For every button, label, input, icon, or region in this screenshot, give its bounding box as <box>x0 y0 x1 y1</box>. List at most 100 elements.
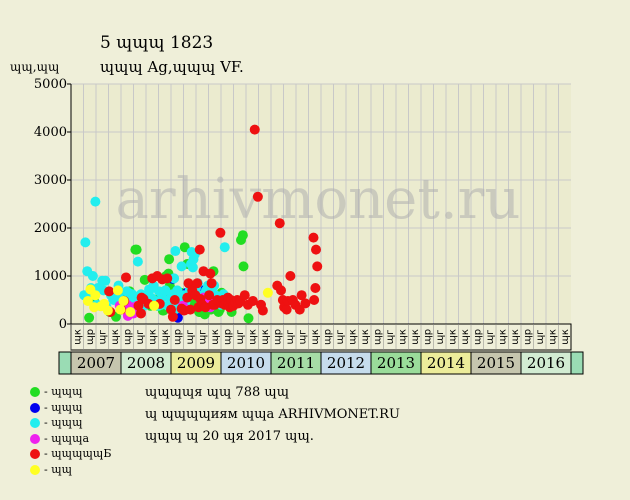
year-cell-edge <box>58 351 72 375</box>
data-point <box>312 261 323 272</box>
quarter-label: ɰк <box>460 329 471 345</box>
legend-swatch <box>30 433 40 444</box>
y-tick-label: 0 <box>59 317 67 332</box>
data-point <box>247 295 258 306</box>
quarter-label: ɰк <box>260 329 271 345</box>
data-point <box>296 290 307 301</box>
legend-item: - ɰɰɰ <box>30 415 111 431</box>
legend-item: - ɰɰɰ <box>30 400 111 416</box>
data-point <box>219 242 230 253</box>
quarter-label: ɰг <box>135 330 146 345</box>
data-point <box>167 311 178 322</box>
data-point <box>162 273 173 284</box>
data-point <box>300 298 311 309</box>
data-point <box>262 287 273 298</box>
data-point <box>200 302 211 313</box>
legend-label: - ɰɰɰɰɰБ <box>44 447 112 460</box>
y-tick-label: 4000 <box>34 125 67 140</box>
year-label: 2009 <box>177 354 215 372</box>
quarter-label: ɰк <box>72 329 83 345</box>
data-point <box>84 312 95 323</box>
y-tick-label: 1000 <box>34 269 67 284</box>
year-label: 2007 <box>77 354 115 372</box>
chart-subtitle: ɰɰɰ Ag,ɰɰɰ VF. <box>100 58 244 76</box>
quarter-label: ɰк <box>510 329 521 345</box>
data-point <box>311 244 321 255</box>
data-point <box>185 304 196 315</box>
quarter-label: ɰк <box>160 329 171 345</box>
quarter-label: ɰр <box>322 329 333 345</box>
quarter-label: ɰр <box>522 329 533 345</box>
data-point <box>132 256 143 267</box>
quarter-label: ɰг <box>185 330 196 345</box>
quarter-label: ɰк <box>147 329 158 345</box>
data-point <box>274 218 285 229</box>
quarter-label: ɰк <box>210 329 221 345</box>
note-source: ɰ ɰɰɰɰиям ɰɰa ARHIVMONET.RU <box>145 407 400 422</box>
legend-label: - ɰɰɰ <box>44 385 83 398</box>
legend: - ɰɰɰ - ɰɰɰ - ɰɰɰ - ɰɰɰa - ɰɰɰɰɰБ - ɰɰ <box>30 384 111 477</box>
data-point <box>243 313 254 324</box>
data-point <box>149 300 160 311</box>
data-point <box>90 290 101 301</box>
quarter-label: ɰг <box>235 330 246 345</box>
data-point <box>104 286 115 297</box>
legend-item: - ɰɰ <box>30 462 111 478</box>
year-label: 2015 <box>477 354 515 372</box>
data-point <box>139 274 150 285</box>
data-point <box>102 305 113 316</box>
quarter-label: ɰк <box>497 329 508 345</box>
data-point <box>281 304 292 315</box>
data-point <box>170 246 181 257</box>
quarter-label: ɰр <box>472 329 483 345</box>
data-point <box>136 308 146 319</box>
quarter-label: ɰк <box>247 329 258 345</box>
data-point <box>169 295 180 305</box>
year-cell-edge <box>570 351 584 375</box>
y-tick-label: 5000 <box>34 77 67 92</box>
data-point <box>215 227 226 238</box>
quarter-label: ɰк <box>347 329 358 345</box>
quarter-label: ɰг <box>297 330 308 345</box>
data-point <box>115 304 126 315</box>
quarter-label: ɰг <box>535 330 546 345</box>
data-point <box>90 196 101 207</box>
data-point <box>205 268 216 279</box>
quarter-label: ɰк <box>110 329 121 345</box>
quarter-label: ɰк <box>447 329 458 345</box>
data-point <box>285 271 296 281</box>
data-point <box>257 305 268 316</box>
data-point <box>80 237 91 248</box>
data-point <box>112 285 123 296</box>
quarter-label: ɰг <box>97 330 108 345</box>
legend-label: - ɰɰɰa <box>44 431 90 445</box>
legend-swatch <box>30 418 40 428</box>
quarter-label: ɰр <box>172 329 183 345</box>
data-point <box>125 307 136 317</box>
year-label: 2016 <box>527 354 565 372</box>
data-point <box>237 230 248 241</box>
year-label: 2012 <box>327 354 365 372</box>
data-point <box>309 295 320 305</box>
quarter-label: ɰр <box>222 329 233 345</box>
quarter-label: ɰг <box>335 330 346 345</box>
quarter-label: ɰг <box>485 330 496 345</box>
quarter-label: ɰк <box>560 329 571 345</box>
quarter-label: ɰк <box>410 329 421 345</box>
year-label: 2010 <box>227 354 265 372</box>
axes: 0 1000 2000 3000 4000 5000 <box>34 77 571 332</box>
quarter-label: ɰк <box>310 329 321 345</box>
data-point <box>160 285 171 296</box>
watermark: arhivmonet.ru <box>116 167 521 232</box>
quarter-label: ɰг <box>285 330 296 345</box>
legend-swatch <box>30 464 40 475</box>
legend-swatch <box>30 402 40 413</box>
quarter-label: ɰг <box>435 330 446 345</box>
data-point <box>169 273 180 284</box>
quarter-label: ɰр <box>272 329 283 345</box>
data-point <box>87 271 98 281</box>
data-point <box>252 191 263 202</box>
data-point <box>82 295 93 306</box>
